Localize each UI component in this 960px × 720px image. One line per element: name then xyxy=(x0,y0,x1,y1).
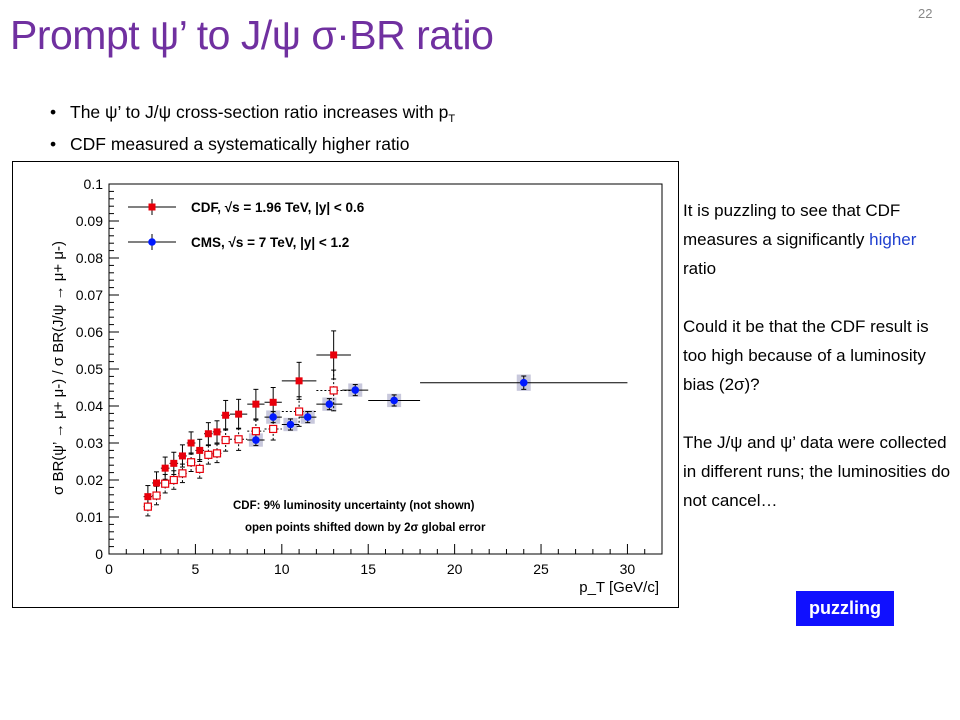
legend-marker-cdf xyxy=(148,203,156,211)
cdf-shifted-data-point xyxy=(269,424,278,434)
bullet-item: • CDF measured a systematically higher r… xyxy=(50,130,455,159)
slide-title: Prompt ψ’ to J/ψ σ·BR ratio xyxy=(10,12,494,58)
cdf-shifted-data-point xyxy=(251,427,260,436)
cdf-data-point xyxy=(161,464,169,472)
cdf-data-point xyxy=(144,493,152,501)
cdf-data-point xyxy=(330,351,338,359)
bullet-icon: • xyxy=(50,102,57,122)
cdf-data-point xyxy=(187,439,195,447)
x-tick-label: 20 xyxy=(447,561,463,577)
cms-data-point xyxy=(286,420,295,429)
side-text-span: ratio xyxy=(683,259,717,278)
cdf-shifted-data-point xyxy=(178,469,187,478)
x-tick-label: 5 xyxy=(192,561,200,577)
cms-data-point xyxy=(303,413,312,421)
legend-label: CDF, √s = 1.96 TeV, |y| < 0.6 xyxy=(191,200,365,215)
y-tick-label: 0.01 xyxy=(76,509,103,525)
cdf-shifted-data-point xyxy=(294,407,304,416)
x-tick-label: 25 xyxy=(533,561,549,577)
y-tick-label: 0.09 xyxy=(76,213,103,229)
cdf-shifted-data-point xyxy=(212,449,222,458)
x-axis-label: p_T [GeV/c] xyxy=(579,579,659,596)
side-paragraph-3: The J/ψ and ψ’ data were collected in di… xyxy=(683,433,951,510)
annotation-shift: open points shifted down by 2σ global er… xyxy=(245,522,486,534)
side-paragraph-2: Could it be that the CDF result is too h… xyxy=(683,317,929,394)
y-tick-label: 0.08 xyxy=(76,250,103,266)
cdf-shifted-data-point xyxy=(152,491,161,500)
cdf-shifted-data-point xyxy=(221,435,230,445)
cdf-data-point xyxy=(170,459,178,467)
y-tick-label: 0.02 xyxy=(76,472,103,488)
cms-data-point xyxy=(269,413,277,421)
cdf-shifted-data-point xyxy=(143,502,152,511)
x-tick-label: 15 xyxy=(360,561,376,577)
cdf-data-point xyxy=(178,452,186,460)
plot-frame: 0 5 10 15 20 25 30 0 0.01 0.02 0.03 0.04 0.05 0.06 0.0… xyxy=(12,161,679,608)
y-tick-label: 0.04 xyxy=(76,398,103,414)
y-tick-label: 0.03 xyxy=(76,435,103,451)
cdf-shifted-data-point xyxy=(186,458,196,467)
cdf-data-point xyxy=(252,400,260,408)
bullet-text: The ψ’ to J/ψ cross-section ratio increa… xyxy=(70,102,449,122)
y-tick-label: 0 xyxy=(95,546,103,562)
side-text: It is puzzling to see that CDF measures … xyxy=(683,196,953,515)
y-tick-label: 0.05 xyxy=(76,361,103,377)
cdf-data-point xyxy=(269,398,277,406)
annotation-luminosity: CDF: 9% luminosity uncertainty (not show… xyxy=(233,500,475,512)
cdf-data-point xyxy=(153,479,161,487)
cms-data-point xyxy=(390,396,398,405)
slide-number: 22 xyxy=(918,6,933,21)
y-tick-label: 0.07 xyxy=(76,287,103,303)
cms-data-point xyxy=(351,386,360,394)
plot-area xyxy=(108,183,663,555)
y-tick-label: 0.06 xyxy=(76,324,103,340)
legend-marker-cms xyxy=(148,238,156,246)
ratio-chart: 0 5 10 15 20 25 30 0 0.01 0.02 0.03 0.04 0.05 0.06 0.0… xyxy=(50,176,663,596)
puzzling-badge: puzzling xyxy=(796,591,894,626)
cdf-data-point xyxy=(235,410,243,418)
x-tick-label: 10 xyxy=(274,561,290,577)
cdf-data-point xyxy=(295,377,303,385)
cdf-shifted-data-point xyxy=(195,464,204,473)
cdf-shifted-data-point xyxy=(161,479,170,488)
x-tick-label: 0 xyxy=(105,561,113,577)
y-tick-label: 0.1 xyxy=(84,176,104,192)
x-tick-label: 30 xyxy=(620,561,636,577)
bullet-item: • The ψ’ to J/ψ cross-section ratio incr… xyxy=(50,98,455,130)
highlight-higher: higher xyxy=(869,230,917,249)
cdf-shifted-data-point xyxy=(169,475,178,485)
cdf-data-point xyxy=(204,430,212,438)
legend-label: CMS, √s = 7 TeV, |y| < 1.2 xyxy=(191,235,349,250)
bullet-subscript: T xyxy=(448,113,456,125)
cms-data-point xyxy=(519,378,528,387)
cdf-shifted-data-point xyxy=(204,450,213,459)
cms-data-point xyxy=(252,436,260,444)
cdf-data-point xyxy=(222,411,230,419)
cdf-shifted-data-point xyxy=(329,386,338,395)
cms-data-point xyxy=(325,400,334,408)
bullet-icon: • xyxy=(50,134,57,154)
cdf-data-point xyxy=(213,428,221,436)
side-paragraph-1: It is puzzling to see that CDF measures … xyxy=(683,196,953,283)
side-text-span: It is puzzling to see that CDF measures … xyxy=(683,201,901,249)
y-axis-label: σ BR(ψ’ → μ+ μ-) / σ BR(J/ψ → μ+ μ-) xyxy=(50,241,67,495)
bullet-list: • The ψ’ to J/ψ cross-section ratio incr… xyxy=(50,98,455,159)
bullet-text: CDF measured a systematically higher rat… xyxy=(70,134,410,154)
cdf-shifted-data-point xyxy=(234,435,243,444)
cdf-data-point xyxy=(196,446,204,454)
